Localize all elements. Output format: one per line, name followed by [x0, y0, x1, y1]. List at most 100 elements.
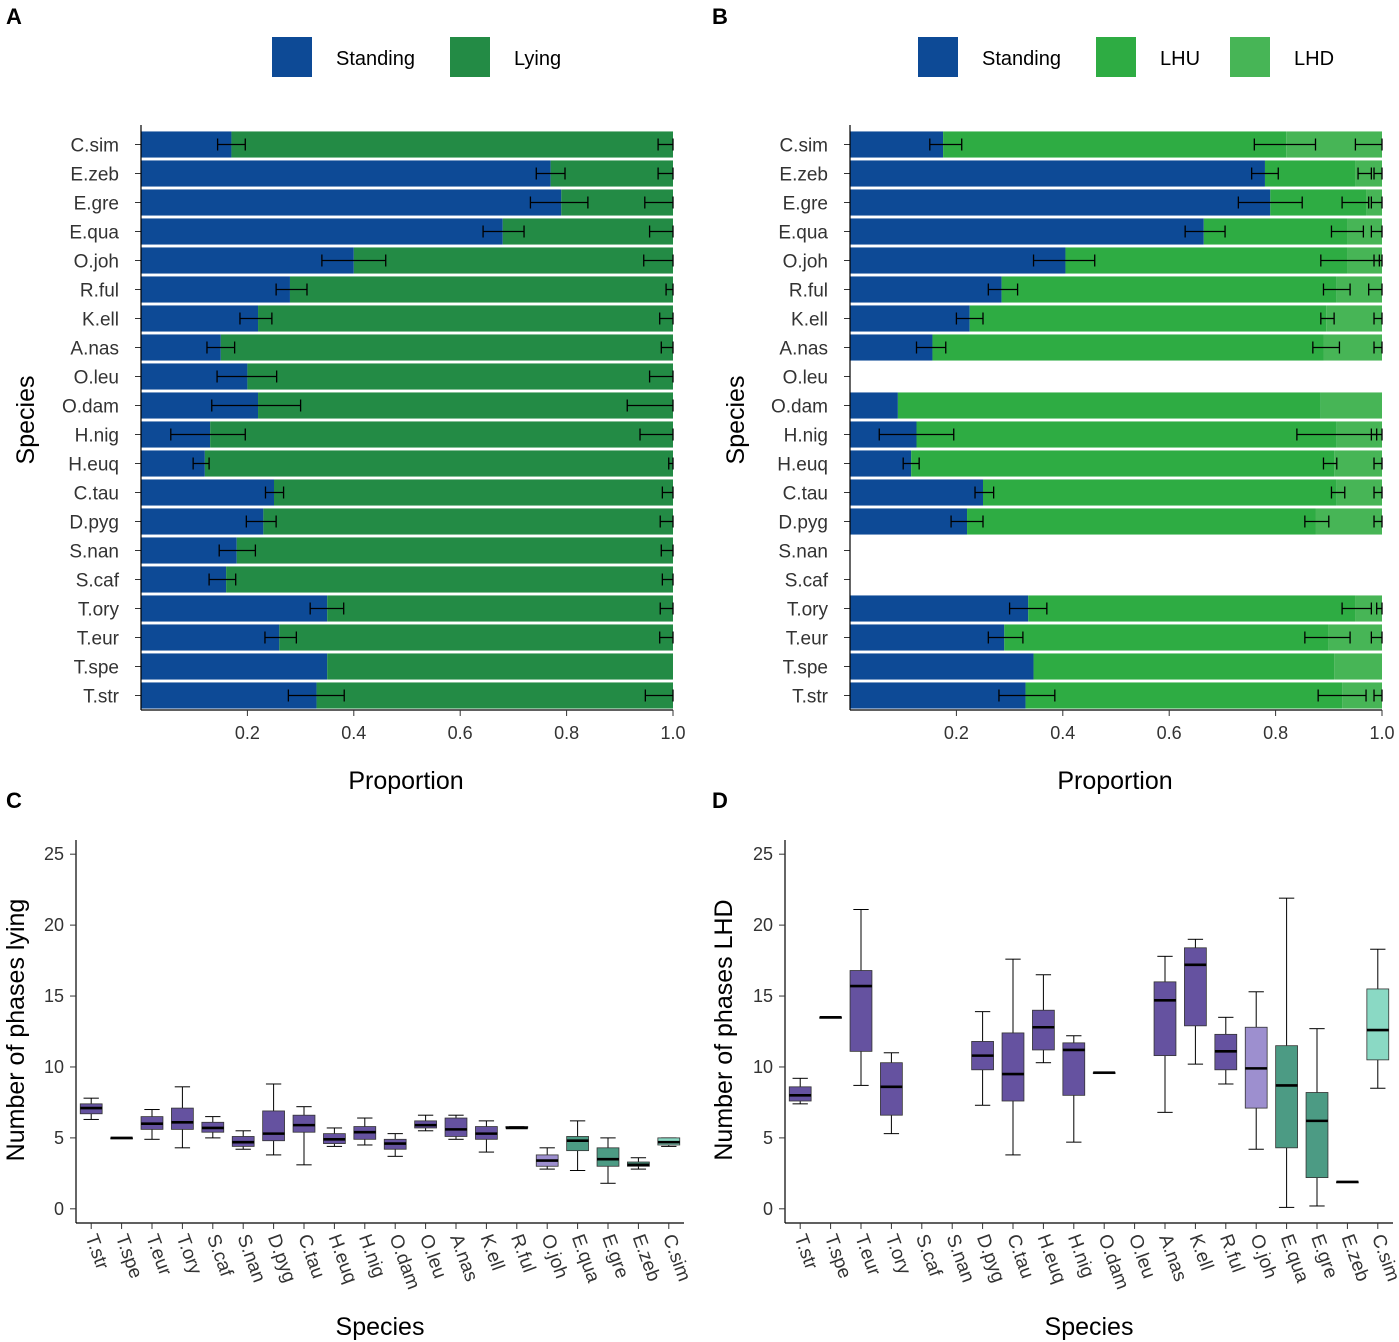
x-tick-label: T.str — [790, 1232, 822, 1274]
box — [1275, 1045, 1298, 1149]
x-tick-label: 0.6 — [1157, 723, 1182, 743]
bar-standing — [141, 479, 274, 506]
y-tick-label: A.nas — [70, 339, 119, 360]
y-tick-label: O.joh — [783, 252, 828, 273]
bar-standing — [850, 247, 1066, 274]
y-tick-label: 15 — [753, 986, 773, 1006]
bar-lhu — [1065, 247, 1348, 274]
box — [1366, 988, 1390, 1061]
legend-label-lhd: LHD — [1294, 48, 1334, 70]
legend-b: Standing LHU LHD — [918, 37, 1334, 77]
box — [1062, 1042, 1086, 1096]
y-tick-label: T.spe — [783, 658, 828, 679]
box — [1305, 1092, 1329, 1179]
y-tick-label: O.leu — [74, 368, 119, 389]
panel-d-box-plot: Species Number of phases LHD 0 5 10 15 20 25 T… — [710, 840, 1399, 1341]
bar-lying — [550, 160, 673, 187]
panel-label-d: D — [712, 788, 728, 813]
box — [171, 1107, 194, 1130]
bar-lying — [204, 450, 673, 477]
x-tick-label: T.eur — [850, 1232, 884, 1280]
x-tick-label: O.joh — [537, 1232, 572, 1282]
panel-a-bar-chart: Proportion Species C.sim E.zeb E.gre E.qua O… — [12, 125, 686, 795]
x-axis-title: Species — [336, 1313, 425, 1341]
bar-standing — [850, 653, 1034, 680]
bar-lhu — [943, 131, 1287, 158]
y-tick-label: 15 — [44, 986, 64, 1006]
bar-lhu — [932, 334, 1324, 361]
x-axis-title: Proportion — [348, 767, 463, 795]
x-tick-label: K.ell — [1185, 1232, 1217, 1274]
x-tick-label: 0.4 — [341, 723, 366, 743]
bar-standing — [141, 624, 280, 651]
bar-standing — [141, 160, 551, 187]
y-tick-label: A.nas — [779, 339, 828, 360]
y-tick-label: 5 — [54, 1128, 64, 1148]
y-axis-title: Number of phases lying — [2, 899, 30, 1162]
bar-standing — [141, 189, 562, 216]
bar-lying — [353, 247, 673, 274]
x-tick-label: S.caf — [911, 1232, 946, 1281]
bar-standing — [850, 305, 970, 332]
bar-lying — [226, 566, 673, 593]
y-tick-label: H.nig — [75, 426, 119, 447]
bar-standing — [850, 218, 1204, 245]
x-tick-label: R.ful — [506, 1232, 539, 1276]
y-tick-label: 10 — [44, 1057, 64, 1077]
bar-lhu — [1264, 160, 1356, 187]
y-axis-title: Species — [722, 376, 750, 465]
legend-swatch-standing — [918, 37, 958, 77]
plot-area — [141, 130, 673, 710]
bar-standing — [850, 595, 1029, 622]
bar-lying — [274, 479, 673, 506]
bar-standing — [850, 160, 1265, 187]
bar-lhu — [916, 421, 1337, 448]
x-tick-label: T.str — [81, 1232, 113, 1274]
y-tick-label: T.ory — [78, 600, 120, 621]
bar-standing — [850, 189, 1271, 216]
y-tick-label: 25 — [44, 844, 64, 864]
box — [788, 1086, 812, 1102]
bar-standing — [850, 682, 1026, 709]
x-tick-label: 0.2 — [235, 723, 260, 743]
y-tick-label: 25 — [753, 844, 773, 864]
bar-lying — [258, 392, 673, 419]
box — [849, 970, 873, 1052]
y-tick-label: 0 — [54, 1199, 64, 1219]
bar-standing — [850, 624, 1005, 651]
y-tick-label: S.nan — [69, 542, 119, 563]
bar-lhd — [1320, 392, 1382, 419]
box — [566, 1136, 589, 1152]
y-tick-label: D.pyg — [69, 513, 119, 534]
y-tick-label: K.ell — [791, 310, 828, 331]
y-tick-label: O.dam — [62, 397, 119, 418]
x-tick-label: S.caf — [202, 1232, 237, 1281]
panel-label-a: A — [6, 4, 22, 29]
y-tick-label: R.ful — [789, 281, 828, 302]
bar-lying — [263, 508, 673, 535]
x-tick-label: 0.6 — [448, 723, 473, 743]
y-tick-label: T.eur — [77, 629, 120, 650]
y-tick-label: E.qua — [778, 223, 828, 244]
y-tick-label: 0 — [763, 1199, 773, 1219]
y-axis-title: Species — [12, 376, 40, 465]
y-tick-label: S.caf — [785, 571, 829, 592]
y-tick-label: O.leu — [783, 368, 828, 389]
bar-lying — [220, 334, 674, 361]
y-tick-label: C.tau — [783, 484, 828, 505]
y-tick-label: H.nig — [784, 426, 828, 447]
panel-label-b: B — [712, 4, 728, 29]
y-tick-label: C.tau — [74, 484, 119, 505]
y-tick-label: E.qua — [69, 223, 119, 244]
bar-lying — [327, 595, 673, 622]
panel-b-bar-chart: Proportion Species C.sim E.zeb E.gre E.qua O… — [722, 125, 1395, 795]
bar-lying — [210, 421, 673, 448]
box — [1032, 1009, 1055, 1051]
y-tick-label: R.ful — [80, 281, 119, 302]
x-tick-label: T.eur — [141, 1232, 175, 1280]
bar-lhd — [1326, 305, 1382, 332]
x-tick-label: 0.2 — [944, 723, 969, 743]
bar-standing — [141, 682, 317, 709]
y-tick-label: T.str — [83, 687, 120, 708]
